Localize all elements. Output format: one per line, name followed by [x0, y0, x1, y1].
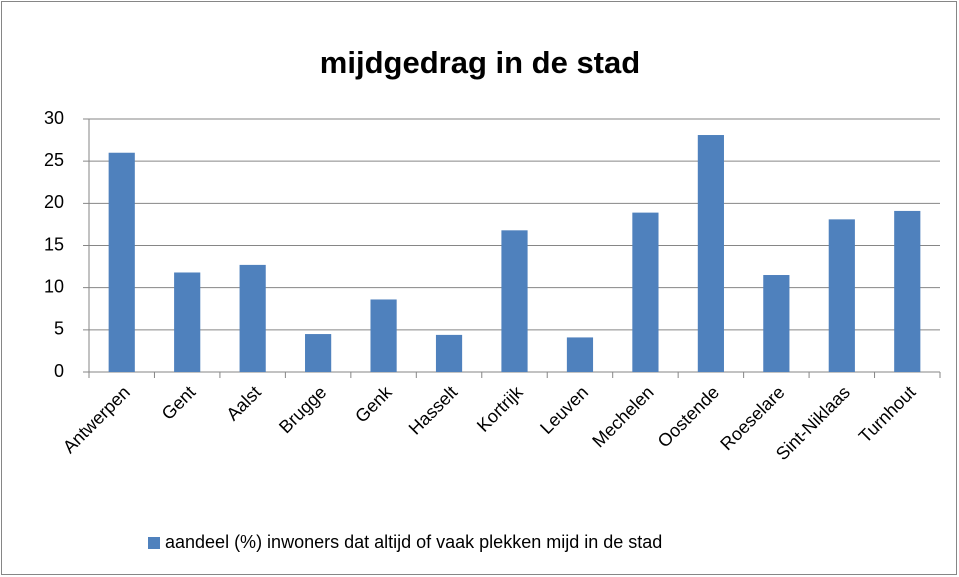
bar: [501, 230, 528, 372]
y-tick-label: 25: [44, 150, 64, 170]
legend-swatch: [148, 537, 160, 549]
y-tick-label: 30: [44, 108, 64, 128]
bar: [763, 275, 790, 372]
bar: [435, 334, 463, 372]
bar: [370, 299, 397, 372]
bar: [239, 264, 266, 372]
y-tick-label: 10: [44, 276, 64, 296]
y-tick-label: 20: [44, 192, 64, 212]
bar: [174, 272, 201, 372]
bar: [108, 152, 135, 372]
y-tick-label: 5: [54, 319, 64, 339]
y-tick-label: 0: [54, 361, 64, 381]
bar: [566, 337, 594, 372]
bar: [632, 212, 659, 372]
bar: [894, 210, 921, 372]
bar: [305, 334, 332, 372]
y-tick-label: 15: [44, 234, 64, 254]
legend-label: aandeel (%) inwoners dat altijd of vaak …: [165, 532, 662, 552]
bar: [828, 219, 855, 372]
chart-title: mijdgedrag in de stad: [320, 45, 640, 80]
bar: [697, 135, 724, 372]
